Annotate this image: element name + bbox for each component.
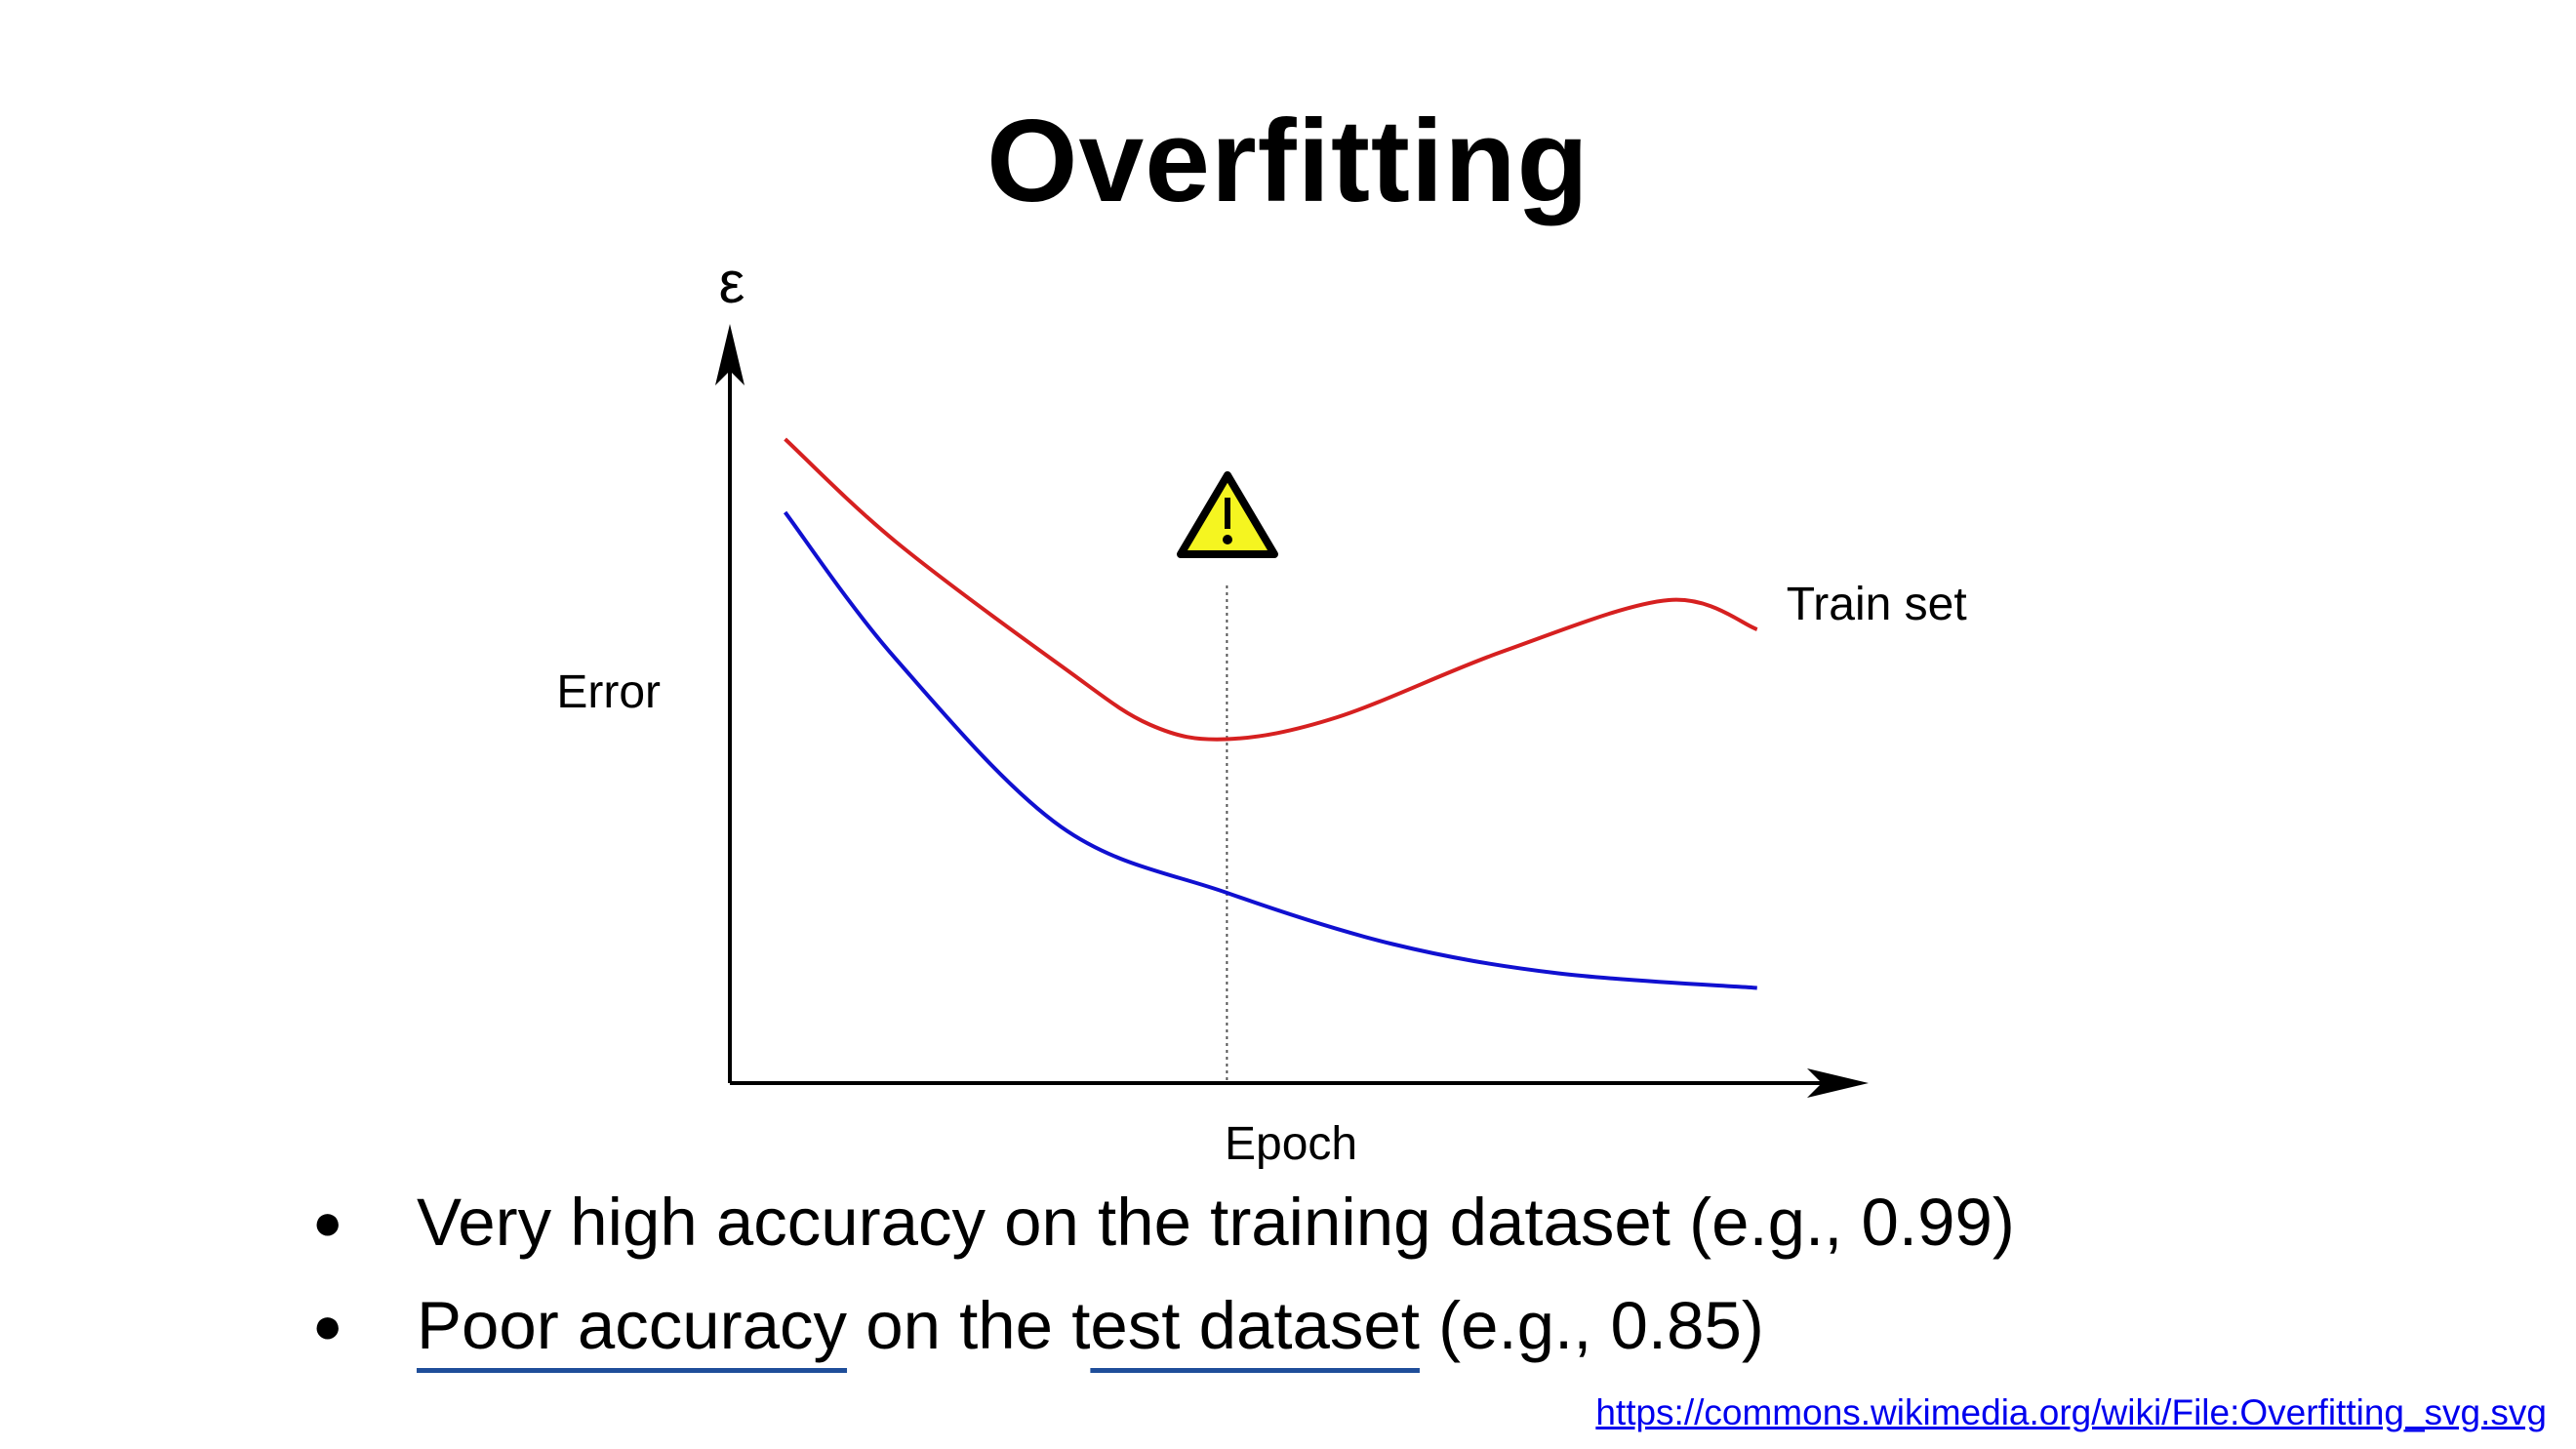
bullet-text-suffix: (e.g., 0.85): [1419, 1288, 1764, 1363]
x-axis-label: Epoch: [1225, 1118, 1357, 1170]
series-line-2: [784, 510, 1757, 990]
series-label-1: Train set: [1787, 579, 1967, 630]
y-axis-symbol: ε: [719, 250, 745, 315]
series-line-1: [784, 437, 1758, 742]
bullet-text-middle: on the: [847, 1288, 1072, 1363]
bullet-item-1: ● Very high accuracy on the training dat…: [302, 1171, 2015, 1274]
bullet-dot: ●: [312, 1194, 343, 1251]
bullet-text-t: t: [1071, 1288, 1091, 1363]
slide-title: Overfitting: [986, 96, 1590, 226]
source-link[interactable]: https://commons.wikimedia.org/wiki/File:…: [1595, 1392, 2547, 1432]
warning-icon: [1177, 471, 1278, 558]
bullet-item-2: ● Poor accuracy on the test dataset (e.g…: [302, 1274, 2015, 1378]
bullet-dot: ●: [312, 1298, 343, 1354]
bullet-list: ● Very high accuracy on the training dat…: [302, 1171, 2015, 1378]
y-axis-arrowhead: [715, 324, 745, 385]
x-axis-arrowhead: [1807, 1068, 1869, 1098]
underlined-phrase-test-dataset: est dataset: [1090, 1288, 1420, 1363]
y-axis-label: Error: [556, 666, 661, 718]
underlined-phrase-poor-accuracy: Poor accuracy: [417, 1288, 848, 1363]
bullet-text: Very high accuracy on the training datas…: [417, 1185, 2015, 1260]
